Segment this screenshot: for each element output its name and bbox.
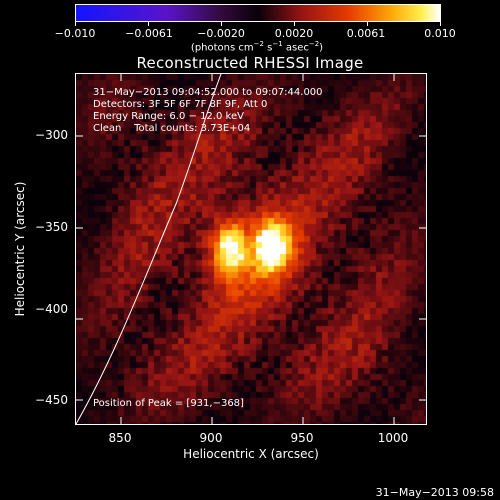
colorbar-tick: [75, 22, 76, 26]
y-tick-label: −350: [35, 220, 68, 234]
colorbar-tick-label: −0.0061: [125, 27, 173, 40]
colorbar-tick: [221, 22, 222, 26]
info-clean-counts: Clean Total counts: 3.73E+04: [93, 123, 251, 134]
colorbar-tick-label: 0.010: [424, 27, 456, 40]
plot-title: Reconstructed RHESSI Image: [136, 54, 364, 72]
rhessi-image: [76, 74, 426, 424]
colorbar-tick-label: 0.0061: [346, 27, 386, 40]
peak-position: Position of Peak = [931,−368]: [93, 398, 244, 409]
colorbar-tick: [148, 22, 149, 26]
colorbar: [75, 4, 441, 22]
x-axis-label: Heliocentric X (arcsec): [183, 447, 319, 461]
colorbar-tick: [367, 22, 368, 26]
colorbar-units: (photons cm−2 s−1 asec−2): [190, 40, 324, 54]
x-tick-label: 1000: [377, 431, 409, 445]
y-tick-label: −300: [35, 128, 68, 142]
colorbar-tick-label: −0.0020: [197, 27, 245, 40]
colorbar-gradient: [76, 5, 440, 21]
y-tick-label: −450: [35, 393, 68, 407]
colorbar-tick-label: −0.010: [54, 27, 96, 40]
plot-overlay: [76, 74, 426, 424]
x-tick-label: 850: [108, 431, 132, 445]
x-tick-label: 950: [290, 431, 314, 445]
timestamp: 31−May−2013 09:58: [375, 486, 494, 499]
image-plot: 31−May−2013 09:04:52.000 to 09:07:44.000…: [75, 73, 427, 425]
info-time-range: 31−May−2013 09:04:52.000 to 09:07:44.000: [93, 87, 323, 98]
y-axis-label: Heliocentric Y (arcsec): [13, 181, 27, 317]
y-tick-label: −400: [35, 302, 68, 316]
solar-limb-line: [76, 74, 222, 424]
colorbar-tick: [440, 22, 441, 26]
plot-ticks: [76, 74, 426, 424]
x-tick-label: 900: [199, 431, 223, 445]
info-energy-range: Energy Range: 6.0 − 12.0 keV: [93, 111, 244, 122]
info-detectors: Detectors: 3F 5F 6F 7F 8F 9F, Att 0: [93, 99, 268, 110]
colorbar-tick: [294, 22, 295, 26]
colorbar-tick-label: 0.0020: [274, 27, 314, 40]
